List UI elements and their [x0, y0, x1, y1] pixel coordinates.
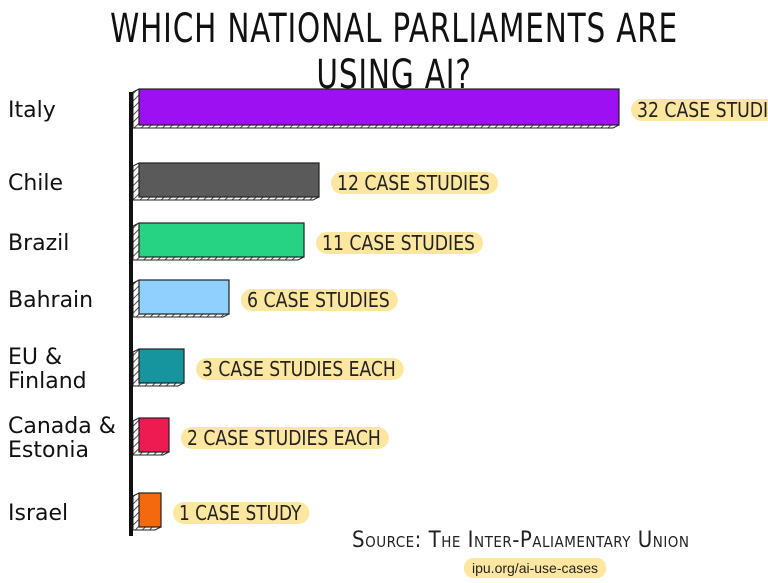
category-label: Israel — [8, 501, 68, 526]
data-label: 2 CASE STUDIES EACH — [187, 426, 381, 450]
data-label: 12 CASE STUDIES — [337, 171, 490, 195]
category-label: Chile — [8, 171, 63, 196]
data-label-highlight — [241, 289, 398, 311]
category-label: Brazil — [8, 231, 69, 256]
data-label-highlight — [173, 502, 310, 524]
data-label-highlight — [196, 358, 404, 380]
data-label: 32 CASE STUDIES — [637, 98, 768, 122]
category-label: Canada & Estonia — [8, 414, 116, 463]
data-label-highlight — [631, 99, 768, 121]
bar — [138, 417, 170, 453]
data-label-highlight — [181, 427, 389, 449]
source-text: Source: The Inter-Paliamentary Union — [352, 528, 690, 553]
category-label: Bahrain — [8, 288, 93, 313]
bar — [138, 162, 320, 198]
bar — [138, 222, 305, 258]
bar — [138, 279, 230, 315]
category-label: EU & Finland — [8, 345, 87, 394]
bar — [138, 348, 185, 384]
chart-title: WHICH NATIONAL PARLIAMENTS ARE USING AI? — [110, 6, 679, 98]
data-label-highlight — [316, 232, 483, 254]
bar — [138, 88, 620, 126]
bar — [138, 492, 162, 528]
data-label-highlight — [331, 172, 498, 194]
data-label: 1 CASE STUDY — [179, 501, 302, 525]
data-label: 11 CASE STUDIES — [322, 231, 475, 255]
category-label: Italy — [8, 98, 56, 123]
data-label: 3 CASE STUDIES EACH — [202, 357, 396, 381]
data-label: 6 CASE STUDIES — [247, 288, 390, 312]
source-url[interactable]: ipu.org/ai-use-cases — [464, 558, 607, 578]
